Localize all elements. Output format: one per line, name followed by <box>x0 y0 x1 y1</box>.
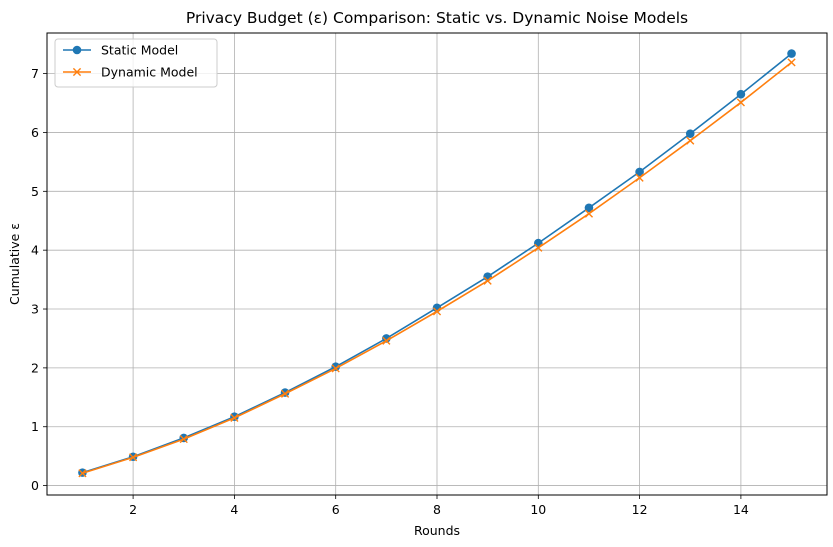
y-tick-label: 1 <box>31 419 39 434</box>
data-point <box>534 243 543 252</box>
legend-marker <box>72 45 82 55</box>
grid-lines <box>47 33 827 495</box>
legend-label: Static Model <box>101 43 178 58</box>
legend: Static Model Dynamic Model <box>54 38 218 88</box>
y-axis-ticks: 0 1 2 3 4 5 6 7 <box>31 66 47 493</box>
data-point <box>635 173 644 182</box>
data-point <box>787 49 796 58</box>
x-tick-label: 4 <box>230 502 238 517</box>
data-point <box>584 209 594 218</box>
y-tick-label: 4 <box>31 243 39 258</box>
data-point <box>483 276 492 285</box>
y-tick-label: 2 <box>31 360 39 375</box>
x-tick-label: 12 <box>632 502 648 517</box>
data-point <box>129 453 138 462</box>
legend-box <box>54 38 218 88</box>
y-tick-label: 3 <box>31 302 39 317</box>
x-axis-ticks: 2 4 6 8 10 12 14 <box>129 495 749 517</box>
y-tick-label: 7 <box>31 66 39 81</box>
x-tick-label: 6 <box>332 502 340 517</box>
data-point <box>736 89 746 99</box>
data-point <box>685 129 695 138</box>
data-point <box>331 364 340 373</box>
y-axis-label: Cumulative ε <box>7 223 22 305</box>
data-point <box>78 469 87 478</box>
data-point <box>230 413 239 422</box>
y-tick-label: 0 <box>31 478 39 493</box>
legend-label: Dynamic Model <box>101 65 198 80</box>
data-point <box>382 334 391 343</box>
data-point <box>280 389 290 398</box>
x-axis-label: Rounds <box>414 523 460 538</box>
legend-marker <box>72 67 82 77</box>
data-point <box>584 203 594 213</box>
y-tick-label: 6 <box>31 125 39 140</box>
data-series <box>78 49 796 478</box>
data-point <box>382 336 391 345</box>
data-point <box>686 136 695 145</box>
data-point <box>179 434 188 444</box>
x-tick-label: 8 <box>433 502 441 517</box>
chart-title: Privacy Budget (ε) Comparison: Static vs… <box>186 9 688 27</box>
data-point <box>736 98 745 107</box>
data-point <box>787 58 796 67</box>
series-dynamic-model <box>78 58 796 478</box>
data-point <box>432 307 442 316</box>
x-tick-label: 2 <box>129 502 137 517</box>
y-tick-label: 5 <box>31 184 39 199</box>
x-tick-label: 14 <box>733 502 749 517</box>
x-tick-label: 10 <box>530 502 546 517</box>
data-point <box>635 167 644 177</box>
